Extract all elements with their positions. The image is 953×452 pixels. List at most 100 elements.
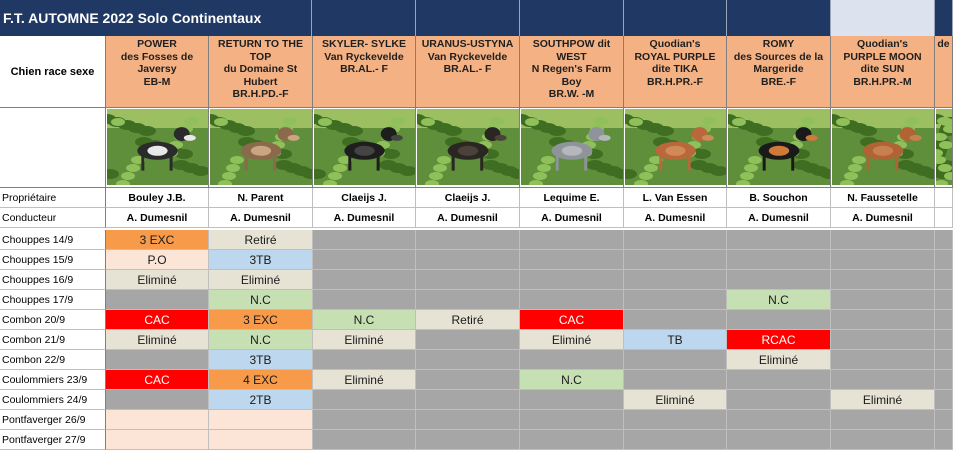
row-label[interactable]: Combon 22/9 [0,350,106,370]
result-cell[interactable] [416,430,520,450]
result-cell[interactable] [935,270,953,290]
result-cell[interactable] [106,390,209,410]
dog-photo-3[interactable] [416,108,520,188]
title-bar-cell[interactable] [312,0,416,36]
result-cell[interactable] [624,290,727,310]
title-bar-cell[interactable] [935,0,953,36]
result-cell[interactable] [313,410,416,430]
owner-cell[interactable]: Claeijs J. [416,188,520,208]
owner-cell[interactable]: N. Faussetelle [831,188,935,208]
row-label[interactable]: Pontfaverger 26/9 [0,410,106,430]
result-cell[interactable] [831,350,935,370]
handler-cell[interactable]: A. Dumesnil [209,208,313,228]
result-cell[interactable] [313,290,416,310]
result-cell[interactable] [935,350,953,370]
result-cell[interactable]: Eliminé [520,330,624,350]
result-cell[interactable]: Eliminé [313,370,416,390]
result-cell[interactable]: Eliminé [831,390,935,410]
handler-cell[interactable]: A. Dumesnil [831,208,935,228]
result-cell[interactable] [727,430,831,450]
title-bar-cell[interactable] [831,0,935,36]
row-label[interactable]: Chouppes 16/9 [0,270,106,290]
result-cell[interactable]: RCAC [727,330,831,350]
result-cell[interactable] [416,370,520,390]
result-cell[interactable]: N.C [209,330,313,350]
result-cell[interactable]: Eliminé [313,330,416,350]
result-cell[interactable]: CAC [106,310,209,330]
dog-header-8[interactable]: de [935,36,953,108]
owner-cell[interactable]: Lequime E. [520,188,624,208]
result-cell[interactable] [624,350,727,370]
result-cell[interactable] [106,290,209,310]
result-cell[interactable] [624,410,727,430]
result-cell[interactable] [935,230,953,250]
result-cell[interactable] [935,390,953,410]
row-label[interactable]: Combon 20/9 [0,310,106,330]
result-cell[interactable]: N.C [209,290,313,310]
row-label[interactable]: Pontfaverger 27/9 [0,430,106,450]
handler-cell[interactable]: A. Dumesnil [624,208,727,228]
result-cell[interactable] [935,310,953,330]
result-cell[interactable] [313,230,416,250]
result-cell[interactable]: Eliminé [624,390,727,410]
dog-header-5[interactable]: Quodian's ROYAL PURPLE dite TIKA BR.H.PR.-F [624,36,727,108]
dog-photo-4[interactable] [520,108,624,188]
result-cell[interactable] [727,390,831,410]
result-cell[interactable] [727,410,831,430]
result-cell[interactable]: N.C [313,310,416,330]
result-cell[interactable]: N.C [727,290,831,310]
result-cell[interactable]: CAC [106,370,209,390]
result-cell[interactable] [416,230,520,250]
result-cell[interactable] [935,330,953,350]
dog-header-1[interactable]: RETURN TO THE TOP du Domaine St Hubert BR.H.… [209,36,313,108]
result-cell[interactable]: Retiré [416,310,520,330]
title-bar-cell[interactable] [624,0,727,36]
result-cell[interactable]: 3 EXC [209,310,313,330]
owner-cell[interactable] [935,188,953,208]
result-cell[interactable] [313,430,416,450]
owner-cell[interactable]: N. Parent [209,188,313,208]
result-cell[interactable] [624,370,727,390]
handler-cell[interactable]: A. Dumesnil [727,208,831,228]
result-cell[interactable] [831,290,935,310]
result-cell[interactable] [624,310,727,330]
title-bar-cell[interactable] [416,0,520,36]
result-cell[interactable] [520,390,624,410]
result-cell[interactable] [831,250,935,270]
result-cell[interactable]: Eliminé [727,350,831,370]
result-cell[interactable] [520,230,624,250]
result-cell[interactable] [727,310,831,330]
dog-header-7[interactable]: Quodian's PURPLE MOON dite SUN BR.H.PR.-M [831,36,935,108]
row-label[interactable]: Coulommiers 23/9 [0,370,106,390]
result-cell[interactable] [520,410,624,430]
dog-header-6[interactable]: ROMY des Sources de la Margeride BRE.-F [727,36,831,108]
result-cell[interactable]: Eliminé [106,270,209,290]
result-cell[interactable] [106,430,209,450]
title-bar-cell[interactable] [727,0,831,36]
result-cell[interactable] [416,270,520,290]
header-label[interactable]: Chien race sexe [0,36,106,108]
result-cell[interactable]: Eliminé [209,270,313,290]
row-label[interactable]: Chouppes 15/9 [0,250,106,270]
result-cell[interactable] [313,390,416,410]
result-cell[interactable] [313,270,416,290]
title-bar-cell[interactable] [520,0,624,36]
dog-header-4[interactable]: SOUTHPOW dit WEST N Regen's Farm Boy BR.W. -… [520,36,624,108]
result-cell[interactable] [935,430,953,450]
result-cell[interactable] [727,230,831,250]
result-cell[interactable] [313,350,416,370]
result-cell[interactable] [416,410,520,430]
row-label[interactable]: Chouppes 14/9 [0,230,106,250]
result-cell[interactable] [624,430,727,450]
handler-label[interactable]: Conducteur [0,208,106,228]
owner-cell[interactable]: B. Souchon [727,188,831,208]
result-cell[interactable] [727,250,831,270]
result-cell[interactable] [831,430,935,450]
handler-cell[interactable]: A. Dumesnil [416,208,520,228]
result-cell[interactable] [520,430,624,450]
row-label[interactable]: Coulommiers 24/9 [0,390,106,410]
result-cell[interactable] [520,350,624,370]
result-cell[interactable] [727,370,831,390]
dog-photo-7[interactable] [831,108,935,188]
handler-cell[interactable]: A. Dumesnil [313,208,416,228]
